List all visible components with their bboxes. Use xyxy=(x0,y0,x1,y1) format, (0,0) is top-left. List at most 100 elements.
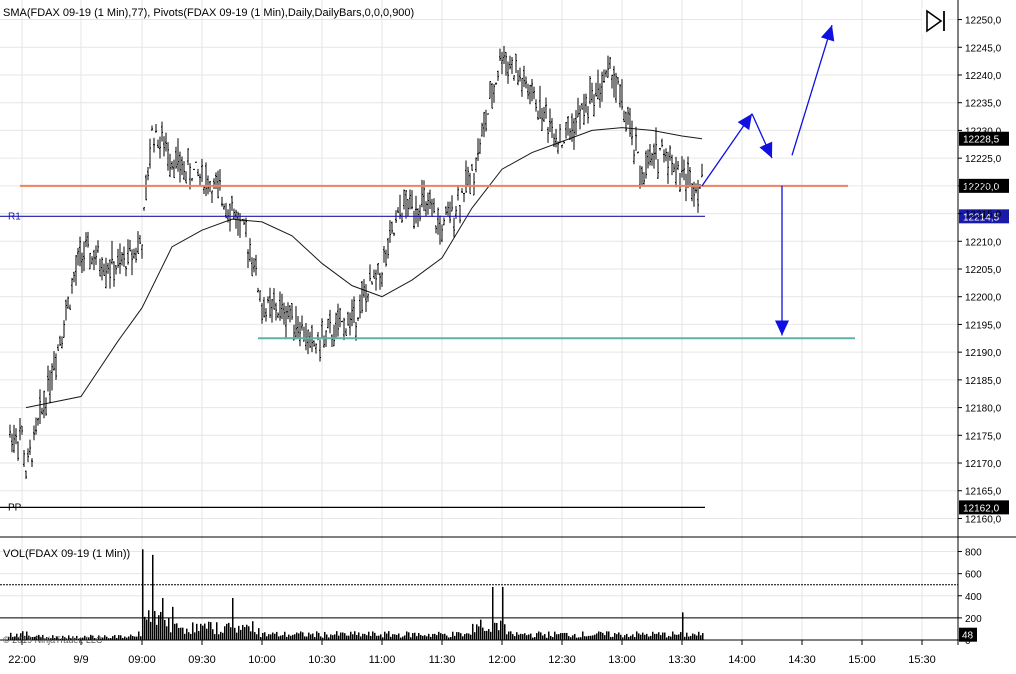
price-marker: 12220,0 xyxy=(963,182,1000,193)
price-marker: 12162,0 xyxy=(963,503,1000,514)
volume-bar xyxy=(504,624,506,640)
volume-bar xyxy=(428,633,430,640)
volume-bar xyxy=(564,632,566,640)
volume-bar xyxy=(226,623,228,640)
volume-bar xyxy=(192,622,194,640)
volume-bar xyxy=(328,637,330,640)
volume-bar xyxy=(590,635,592,640)
volume-bar xyxy=(108,638,110,640)
volume-bar xyxy=(618,632,620,640)
volume-bar xyxy=(408,632,410,640)
volume-bar xyxy=(302,632,304,640)
volume-bar xyxy=(82,637,84,640)
x-tick-label: 15:30 xyxy=(908,654,936,666)
y-tick-label: 12205,0 xyxy=(965,265,1002,276)
x-tick-label: 13:00 xyxy=(608,654,636,666)
volume-bar xyxy=(594,634,596,640)
volume-bar xyxy=(166,626,168,640)
y-tick-label: 12180,0 xyxy=(965,404,1002,415)
scroll-to-end-icon[interactable] xyxy=(922,8,948,34)
volume-bar xyxy=(620,634,622,640)
volume-bar xyxy=(176,623,178,640)
volume-bar xyxy=(252,621,254,640)
volume-bar xyxy=(698,631,700,640)
volume-bar xyxy=(30,637,32,640)
volume-bars: 48 xyxy=(8,549,977,642)
volume-label: VOL(FDAX 09-19 (1 Min)) xyxy=(3,548,130,560)
volume-bar xyxy=(384,631,386,640)
volume-bar xyxy=(478,626,480,640)
volume-bar xyxy=(52,635,54,640)
volume-bar xyxy=(542,635,544,640)
volume-bar xyxy=(160,611,162,640)
volume-bar xyxy=(602,632,604,640)
volume-bar xyxy=(684,636,686,640)
volume-bar xyxy=(128,636,130,640)
volume-bar xyxy=(154,610,156,640)
volume-bar xyxy=(256,634,258,640)
volume-bar xyxy=(362,633,364,640)
volume-bar xyxy=(356,635,358,640)
volume-bar xyxy=(66,638,68,640)
volume-bar xyxy=(194,632,196,640)
volume-bar xyxy=(144,616,146,640)
volume-bar xyxy=(232,597,234,640)
volume-bar xyxy=(390,636,392,640)
volume-bar xyxy=(434,633,436,640)
volume-bar xyxy=(88,637,90,640)
volume-bar xyxy=(386,633,388,640)
volume-bar xyxy=(462,636,464,640)
volume-bar xyxy=(270,634,272,640)
volume-bar xyxy=(16,633,18,640)
volume-bar xyxy=(78,638,80,640)
volume-bar xyxy=(246,624,248,640)
volume-bar xyxy=(540,632,542,640)
volume-bar xyxy=(76,635,78,640)
volume-bar xyxy=(200,623,202,640)
volume-bar xyxy=(120,635,122,640)
volume-bar xyxy=(634,637,636,640)
volume-bar xyxy=(72,636,74,640)
volume-bar xyxy=(140,636,142,640)
volume-bar xyxy=(470,634,472,640)
volume-bar xyxy=(164,619,166,640)
volume-bar xyxy=(102,637,104,640)
volume-bar xyxy=(10,632,12,640)
volume-bar xyxy=(80,637,82,640)
volume-bar xyxy=(338,635,340,640)
volume-bar xyxy=(62,635,64,640)
volume-bar xyxy=(244,627,246,640)
pivot-levels: R1 12214,5 PP 12162,0 12220,0 12228,5 xyxy=(0,131,1009,515)
volume-bar xyxy=(138,631,140,640)
volume-bar xyxy=(662,632,664,640)
price-marker-bg xyxy=(959,500,1009,515)
price-marker-bg xyxy=(959,209,1009,224)
volume-bar xyxy=(608,631,610,640)
volume-bar xyxy=(612,636,614,640)
volume-bar xyxy=(320,636,322,640)
volume-bar xyxy=(92,635,94,640)
last-price-marker: 12228,5 xyxy=(963,135,1000,146)
volume-bar xyxy=(550,635,552,640)
volume-bar xyxy=(560,633,562,640)
arrow-head xyxy=(820,25,835,42)
volume-bar xyxy=(64,637,66,640)
volume-bar xyxy=(94,638,96,640)
volume-bar xyxy=(148,610,150,640)
volume-bar xyxy=(152,554,154,640)
volume-bar xyxy=(340,632,342,640)
volume-bar xyxy=(142,549,144,640)
volume-bar xyxy=(374,632,376,640)
volume-bar xyxy=(46,637,48,640)
volume-bar xyxy=(400,637,402,640)
volume-bar xyxy=(512,634,514,640)
volume-bar xyxy=(562,633,564,640)
volume-bar xyxy=(326,634,328,640)
volume-bar xyxy=(48,637,50,640)
volume-bar xyxy=(588,635,590,640)
vol-y-tick-label: 200 xyxy=(965,614,982,625)
y-tick-label: 12185,0 xyxy=(965,376,1002,387)
volume-bar xyxy=(426,636,428,640)
